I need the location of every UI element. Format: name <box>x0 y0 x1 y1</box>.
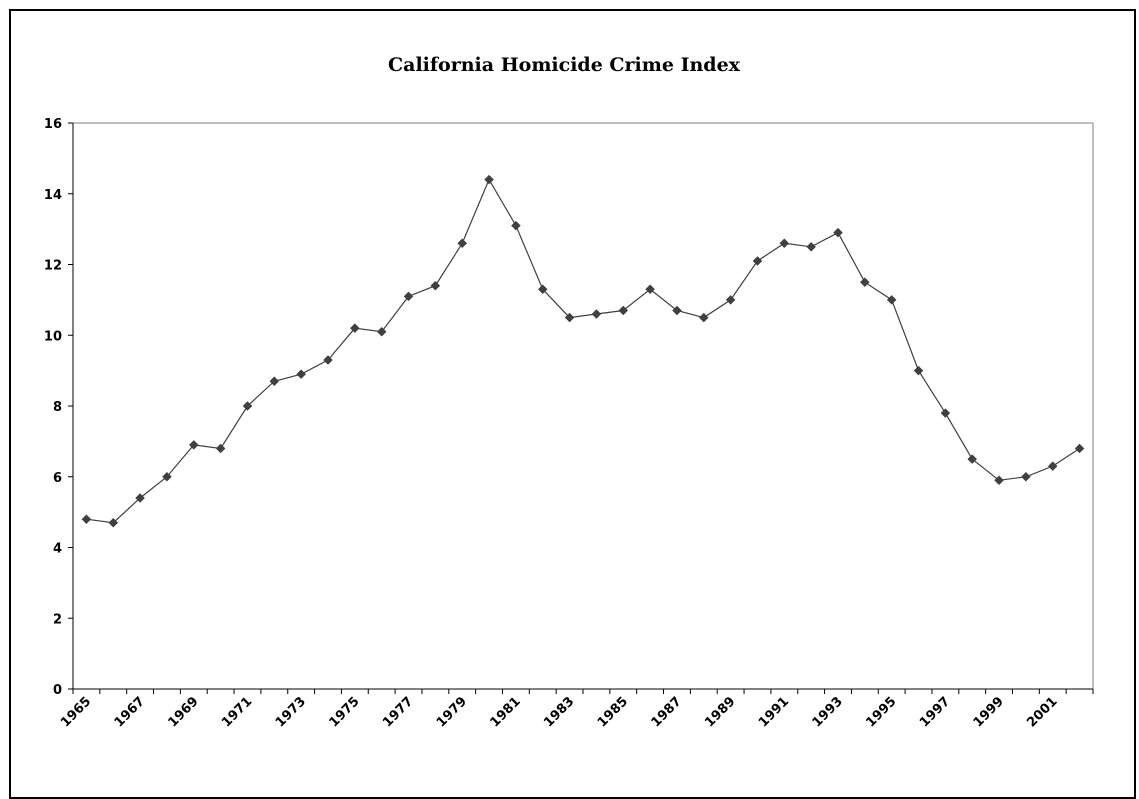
data-point-1991 <box>779 238 790 249</box>
data-point-1995 <box>886 295 897 305</box>
data-point-1987 <box>672 305 682 316</box>
data-point-1990 <box>752 256 763 266</box>
y-tick-label: 10 <box>44 329 62 344</box>
x-tick-label: 1975 <box>326 694 362 730</box>
data-point-1997 <box>940 408 951 418</box>
data-point-1966 <box>108 517 119 528</box>
data-point-1998 <box>967 454 978 464</box>
data-point-1970 <box>215 443 226 454</box>
data-point-1969 <box>188 440 199 450</box>
y-tick-label: 2 <box>53 612 62 627</box>
data-point-1980 <box>484 174 494 185</box>
x-tick-label: 1999 <box>971 694 1007 730</box>
x-axis-ticks: 1965 1967 1969 1971 1973 1975 1977 1979 1981 1983… <box>58 689 1094 730</box>
data-point-1988 <box>698 312 709 323</box>
data-point-1994 <box>859 277 870 288</box>
data-point-1986 <box>645 284 655 295</box>
x-tick-label: 1977 <box>380 694 416 730</box>
data-point-1984 <box>591 309 602 319</box>
x-tick-label: 1993 <box>810 694 846 730</box>
data-point-1982 <box>537 284 548 295</box>
data-point-1989 <box>725 295 736 305</box>
y-tick-label: 0 <box>53 683 62 698</box>
y-tick-label: 4 <box>53 542 62 557</box>
x-tick-label: 1987 <box>649 694 685 730</box>
data-point-1999 <box>994 475 1004 486</box>
data-point-1971 <box>242 401 253 411</box>
data-point-1993 <box>833 227 843 238</box>
data-point-1983 <box>564 312 575 323</box>
data-point-2002 <box>1074 443 1085 454</box>
y-tick-label: 8 <box>53 400 62 415</box>
x-tick-label: 1969 <box>165 694 201 730</box>
series-group <box>81 174 1085 528</box>
x-tick-label: 1979 <box>434 694 470 730</box>
x-tick-label: 1971 <box>219 694 255 730</box>
x-tick-label: 1983 <box>541 694 577 730</box>
x-tick-label: 1997 <box>917 694 953 730</box>
chart-frame <box>9 9 1136 799</box>
data-point-1981 <box>511 220 521 231</box>
axes <box>72 122 1094 690</box>
x-tick-label: 1995 <box>863 694 899 730</box>
data-point-1968 <box>162 471 172 482</box>
data-point-1978 <box>430 280 441 291</box>
data-point-1973 <box>296 369 307 380</box>
data-point-2001 <box>1047 461 1058 471</box>
x-tick-label: 1991 <box>756 694 792 730</box>
y-tick-label: 14 <box>44 188 62 203</box>
x-tick-label: 1973 <box>273 694 309 730</box>
data-point-1975 <box>349 323 360 334</box>
data-point-1967 <box>135 493 145 503</box>
chart-title: California Homicide Crime Index <box>388 54 741 76</box>
data-point-1985 <box>618 305 629 316</box>
data-point-2000 <box>1021 471 1031 482</box>
data-point-1976 <box>376 326 387 337</box>
data-point-1974 <box>323 355 333 365</box>
data-point-1979 <box>457 238 468 249</box>
data-point-1972 <box>269 376 280 387</box>
data-point-1996 <box>913 365 924 376</box>
x-tick-label: 1965 <box>58 694 94 730</box>
y-tick-label: 16 <box>44 117 62 132</box>
data-point-1992 <box>806 241 817 252</box>
x-tick-label: 1985 <box>595 694 631 730</box>
series-line <box>86 178 1080 524</box>
x-tick-label: 2001 <box>1024 694 1060 730</box>
x-tick-label: 1967 <box>112 694 148 730</box>
x-tick-label: 1989 <box>702 694 738 730</box>
y-tick-label: 12 <box>44 259 62 274</box>
data-point-1977 <box>403 291 414 302</box>
data-point-1965 <box>81 514 92 525</box>
y-tick-label: 6 <box>53 471 62 486</box>
y-axis-ticks: 0 2 4 6 8 10 12 14 16 <box>44 117 73 698</box>
x-tick-label: 1981 <box>488 694 524 730</box>
